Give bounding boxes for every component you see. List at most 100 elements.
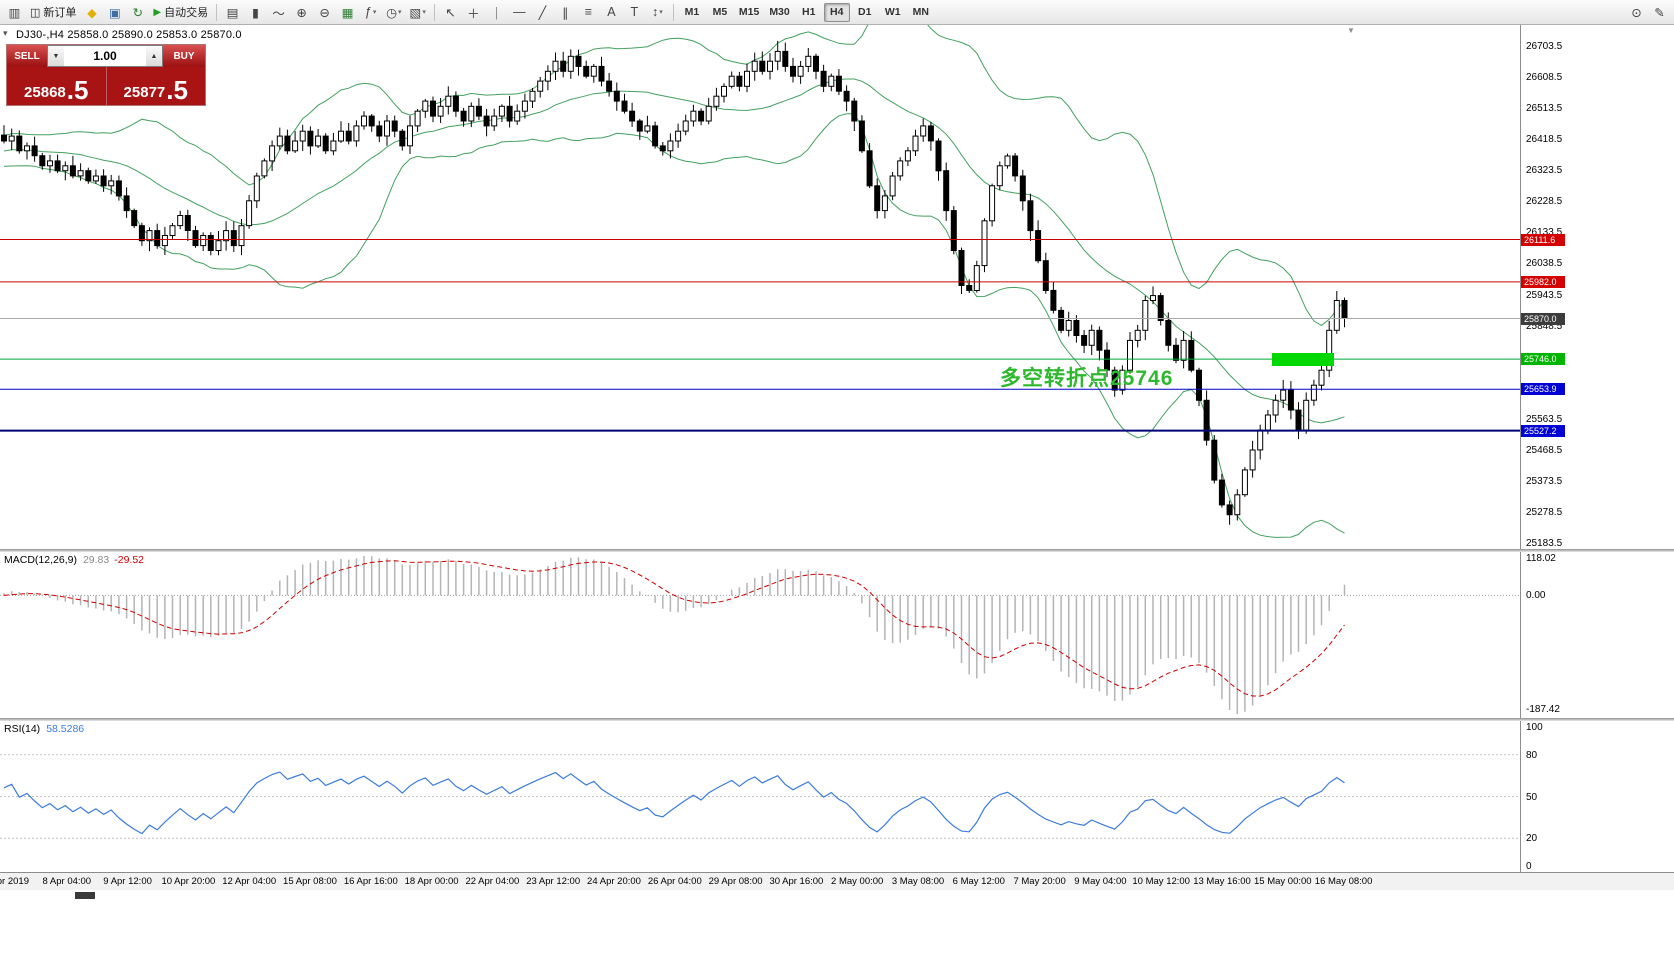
new-order-button[interactable]: ◫ 新订单 [27, 2, 79, 23]
timeframe-m5[interactable]: M5 [712, 6, 728, 18]
macd-splitter[interactable] [0, 549, 1674, 552]
toolbar-separator [216, 3, 218, 21]
time-axis-label: 22 Apr 04:00 [465, 876, 520, 887]
rsi-splitter[interactable] [0, 718, 1674, 721]
time-axis-label: 15 Apr 08:00 [283, 876, 337, 887]
rsi-svg[interactable] [0, 721, 1520, 869]
time-axis-label: 2 May 00:00 [831, 876, 884, 887]
autotrading-label: 自动交易 [164, 7, 209, 19]
sell-price-pips: .5 [66, 74, 89, 105]
sell-button[interactable]: SELL [7, 45, 47, 67]
time-axis-label: 9 Apr 12:00 [103, 876, 152, 887]
periods-icon-caret[interactable]: ▾ [398, 9, 402, 16]
sell-price-panel[interactable]: 25868 .5 [7, 67, 106, 105]
timeframe-h4[interactable]: H4 [823, 2, 850, 22]
zoom-in-icon[interactable]: ⊕ [296, 5, 307, 20]
volume-increase-button[interactable]: ▲ [146, 46, 162, 66]
volume-decrease-button[interactable]: ▼ [48, 46, 64, 66]
label-icon[interactable]: T [630, 5, 639, 19]
arrows-icon-caret[interactable]: ▾ [659, 9, 663, 16]
price-axis-label: 26703.5 [1526, 41, 1563, 52]
sell-price-main: 25868 [24, 83, 66, 101]
main-toolbar: ▥ ◫ 新订单 ◆ ▣ ↻ ▶ 自动交易 ▤ ▮ ～ ⊕ ⊖ ▦ ƒ ▾ ◷ ▾ ▧ ▾ ↖ ＋ ｜ — ╱ ∥ ≡ A… [0, 0, 1674, 25]
timeframe-m30[interactable]: M30 [769, 6, 790, 18]
templates-icon[interactable]: ▧ ▾ [409, 5, 426, 20]
time-axis-label: 5 Apr 2019 [0, 876, 29, 887]
fibonacci-icon[interactable]: ≡ [584, 5, 593, 19]
price-axis-label: 25468.5 [1526, 444, 1563, 456]
price-axis-label: 25183.5 [1526, 538, 1563, 549]
timeframe-m1[interactable]: M1 [684, 6, 700, 18]
time-axis-label: 7 May 20:00 [1013, 876, 1066, 887]
buy-price-panel[interactable]: 25877 .5 [107, 67, 206, 105]
vertical-line-icon[interactable]: ｜ [490, 6, 503, 21]
price-axis-label: 25943.5 [1526, 289, 1563, 301]
macd-axis-label: 118.02 [1526, 553, 1556, 564]
indicators-icon-caret[interactable]: ▾ [372, 9, 377, 16]
main-chart-canvas[interactable] [0, 1, 1520, 554]
metaeditor-icon[interactable]: ◆ [87, 5, 97, 20]
rsi-canvas[interactable] [0, 721, 1520, 874]
price-tag: 25870.0 [1521, 312, 1565, 325]
search-icon[interactable]: ⊙ [1631, 5, 1642, 20]
time-axis-label: 30 Apr 16:00 [769, 876, 824, 887]
trendline-icon[interactable]: ╱ [538, 5, 547, 20]
macd-canvas[interactable] [0, 552, 1520, 723]
one-click-trading-panel: SELL ▼ ▲ BUY 25868 .5 25877 .5 [7, 45, 205, 105]
timeframe-h1[interactable]: H1 [802, 6, 816, 18]
cursor-icon[interactable]: ↖ [445, 5, 456, 20]
horizontal-line-icon[interactable]: — [513, 5, 526, 19]
chart-annotation-text: 多空转折点25746 [1000, 367, 1174, 390]
periods-icon[interactable]: ◷ ▾ [386, 5, 402, 20]
price-axis-label: 26133.5 [1526, 227, 1562, 238]
rsi-name: RSI(14) [4, 723, 41, 735]
volume-input[interactable] [64, 46, 146, 66]
app-icon: ▥ [8, 5, 21, 20]
zoom-out-icon[interactable]: ⊖ [319, 5, 330, 20]
time-axis-label: 23 Apr 12:00 [526, 876, 581, 887]
file-icon-group: ◆ ▣ ↻ [80, 2, 149, 23]
autotrading-button[interactable]: ▶ 自动交易 [150, 2, 211, 23]
macd-value-main: 29.83 [82, 554, 110, 566]
horizontal-scrollbar-thumb[interactable] [75, 892, 95, 899]
one-click-toggle[interactable]: ▾ [3, 28, 8, 38]
price-axis-label: 25848.5 [1526, 320, 1563, 332]
bar-chart-icon[interactable]: ▤ [226, 5, 239, 20]
time-axis-label: 8 Apr 04:00 [42, 876, 92, 887]
symbol-info: DJ30-,H4 25858.0 25890.0 25853.0 25870.0 [16, 29, 242, 41]
right-icon-group: ⊙ ✎ [1625, 2, 1671, 23]
highlight-rectangle[interactable] [1272, 353, 1334, 366]
timeframe-mn[interactable]: MN [912, 6, 929, 18]
timeframe-d1[interactable]: D1 [858, 6, 872, 18]
price-axis-label: 25563.5 [1526, 413, 1563, 425]
crosshair-icon[interactable]: ＋ [467, 6, 480, 21]
candlestick-chart-icon[interactable]: ▮ [252, 5, 260, 20]
channel-icon[interactable]: ∥ [562, 5, 569, 20]
arrows-icon[interactable]: ↕ ▾ [651, 5, 663, 19]
quick-edit-icon[interactable]: ✎ [1654, 5, 1665, 20]
indicators-icon[interactable]: ƒ ▾ [364, 5, 377, 19]
price-axis-label: 25373.5 [1526, 475, 1563, 487]
timeframe-m15[interactable]: M15 [738, 6, 760, 18]
macd-svg[interactable] [0, 552, 1520, 718]
time-axis-label: 9 May 04:00 [1074, 876, 1127, 887]
data-window-icon[interactable]: ▣ [109, 5, 121, 20]
text-icon[interactable]: A [607, 5, 616, 19]
price-axis-label: 26513.5 [1526, 103, 1563, 115]
time-axis-label: 29 Apr 08:00 [708, 876, 763, 887]
templates-icon-caret[interactable]: ▾ [422, 9, 426, 16]
time-axis-label: 13 May 16:00 [1193, 876, 1251, 887]
price-axis-label: 26228.5 [1526, 196, 1563, 208]
main-chart-svg[interactable] [0, 1, 1520, 549]
timeframe-w1[interactable]: W1 [884, 6, 901, 18]
time-axis-label: 24 Apr 20:00 [587, 876, 641, 887]
price-axis-label: 25278.5 [1526, 506, 1563, 518]
time-axis-label: 26 Apr 04:00 [647, 876, 702, 887]
chart-shift-marker[interactable]: ▼ [1347, 26, 1355, 35]
buy-button[interactable]: BUY [163, 45, 205, 67]
line-chart-icon[interactable]: ～ [272, 6, 285, 21]
rsi-axis-label: 100 [1526, 722, 1543, 733]
refresh-icon[interactable]: ↻ [132, 5, 144, 20]
tile-windows-icon[interactable]: ▦ [341, 5, 354, 20]
price-axis-label: 26608.5 [1526, 72, 1563, 84]
